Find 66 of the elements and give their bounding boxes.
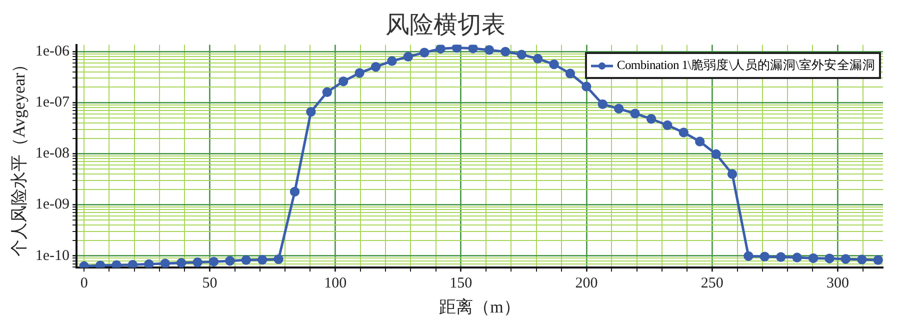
y-tick-label: 1e-07 [35, 94, 70, 111]
point [225, 256, 235, 266]
point [662, 120, 672, 130]
point [208, 256, 219, 267]
point [241, 255, 251, 265]
point [630, 108, 640, 118]
point [582, 82, 592, 92]
point [290, 186, 300, 197]
y-axis-title: 个人风险水平（Avgeyear） [10, 56, 29, 257]
point [646, 114, 656, 124]
point [711, 149, 721, 159]
x-tick-label: 250 [700, 276, 724, 292]
point [79, 261, 89, 268]
point [354, 68, 364, 78]
point [614, 104, 624, 114]
point [549, 59, 559, 70]
point [760, 252, 770, 262]
point [744, 251, 754, 261]
point [322, 87, 332, 97]
point [144, 259, 154, 268]
point [420, 48, 430, 58]
point [338, 76, 348, 86]
chart-title: 风险横切表 [386, 12, 506, 39]
point [274, 254, 284, 264]
point [792, 252, 802, 262]
y-tick-label: 1e-09 [35, 196, 70, 213]
point [532, 54, 543, 64]
point [95, 260, 106, 268]
point [257, 254, 268, 265]
point [370, 62, 381, 72]
x-axis-title: 距离（m） [439, 297, 520, 316]
point [192, 257, 202, 268]
point [598, 99, 608, 110]
point [112, 260, 122, 268]
point [808, 253, 818, 264]
point [873, 255, 883, 265]
x-tick-label: 0 [80, 276, 88, 292]
x-tick-label: 50 [202, 276, 218, 292]
point [468, 44, 478, 54]
point [484, 45, 494, 55]
point [128, 260, 138, 268]
point [695, 136, 705, 146]
point [500, 46, 510, 57]
x-tick-label: 100 [324, 276, 347, 292]
x-tick-label: 300 [826, 276, 850, 292]
point [387, 56, 397, 66]
x-tick-label: 200 [575, 276, 598, 292]
point [306, 106, 316, 117]
point [840, 254, 851, 264]
x-tick-label: 150 [450, 276, 472, 292]
legend-label: Combination 1\脆弱度\人员的漏洞\室外安全漏洞 [616, 57, 875, 74]
point [176, 258, 186, 268]
point [727, 169, 738, 179]
y-tick-label: 1e-08 [35, 146, 70, 162]
point [436, 44, 446, 54]
point [403, 52, 414, 62]
point [824, 254, 834, 264]
point [565, 68, 576, 78]
y-tick-label: 1e-10 [35, 248, 70, 264]
point [452, 44, 462, 53]
point [160, 258, 170, 268]
y-tick-label: 1e-06 [35, 43, 70, 60]
point [516, 50, 526, 60]
point [776, 252, 786, 262]
point [678, 128, 688, 138]
point [857, 254, 867, 264]
